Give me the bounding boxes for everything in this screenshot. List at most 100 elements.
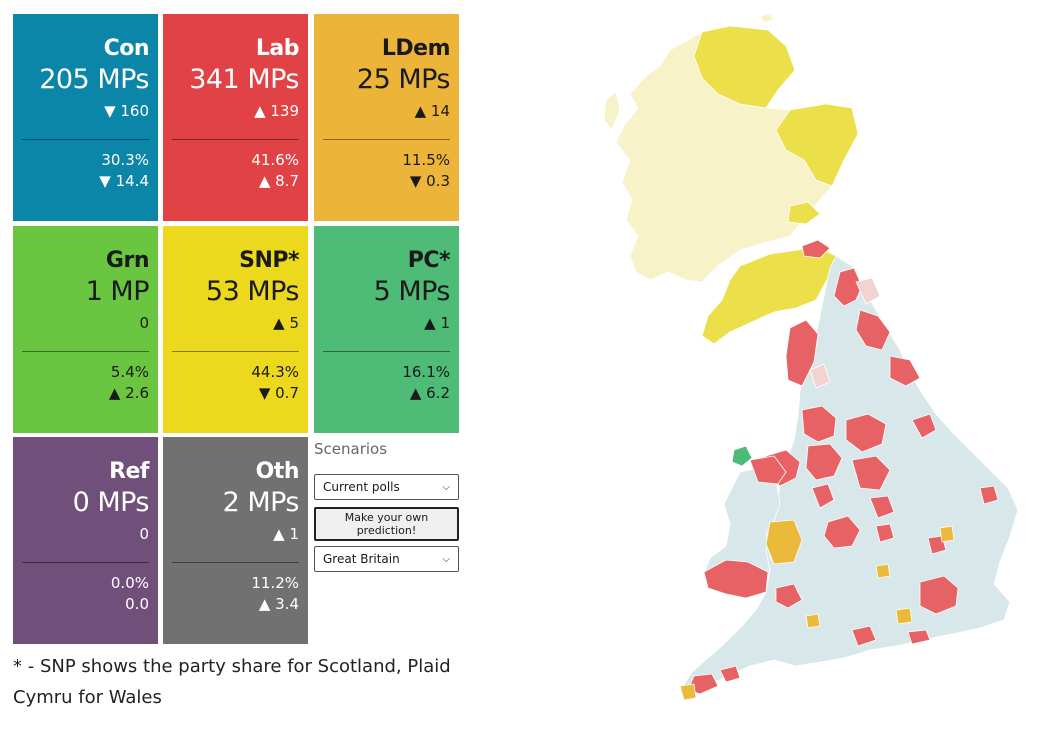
party-mps-change: ▲ 14 bbox=[414, 102, 450, 120]
map-region-cumbria-marginal[interactable] bbox=[809, 363, 831, 389]
map-region-cambs-ldem[interactable] bbox=[939, 525, 955, 543]
party-name: Oth bbox=[255, 459, 300, 484]
party-mps: 25 MPs bbox=[356, 64, 451, 95]
map-region-durham[interactable] bbox=[855, 309, 891, 351]
make-prediction-button[interactable]: Make your own prediction! bbox=[314, 507, 459, 541]
party-mps-change: ▲ 139 bbox=[254, 102, 299, 120]
map-region-anglesey-pc[interactable] bbox=[731, 445, 753, 467]
party-name: Lab bbox=[255, 36, 300, 61]
party-card-con: Con 205 MPs ▼ 160 30.3% ▼ 14.4 bbox=[13, 14, 158, 221]
divider bbox=[172, 562, 299, 563]
map-region-south-wales[interactable] bbox=[703, 559, 769, 599]
party-share: 5.4% bbox=[110, 363, 149, 381]
chevron-down-icon: ⌵ bbox=[442, 553, 450, 565]
map-region-cornwall-ldem[interactable] bbox=[679, 683, 697, 701]
map-region-aberdeenshire[interactable] bbox=[775, 103, 859, 187]
party-name: Con bbox=[103, 36, 150, 61]
map-region-teesside[interactable] bbox=[889, 355, 921, 387]
party-mps: 2 MPs bbox=[222, 487, 300, 518]
party-card-pc: PC* 5 MPs ▲ 1 16.1% ▲ 6.2 bbox=[314, 226, 459, 433]
map-region-mid-wales-ldem[interactable] bbox=[765, 519, 803, 565]
party-card-oth: Oth 2 MPs ▲ 1 11.2% ▲ 3.4 bbox=[163, 437, 308, 644]
divider bbox=[22, 351, 149, 352]
party-mps-change: ▲ 1 bbox=[273, 525, 299, 543]
party-mps-change: ▼ 160 bbox=[104, 102, 149, 120]
map-region-london[interactable] bbox=[919, 575, 959, 615]
region-select[interactable]: Great Britain ⌵ bbox=[314, 546, 459, 572]
party-mps: 0 MPs bbox=[72, 487, 150, 518]
party-share-change: ▲ 2.6 bbox=[108, 384, 149, 402]
divider bbox=[323, 351, 450, 352]
region-select-value: Great Britain bbox=[323, 552, 400, 566]
party-share: 16.1% bbox=[402, 363, 450, 381]
party-share: 44.3% bbox=[251, 363, 299, 381]
party-share: 0.0% bbox=[110, 574, 149, 592]
party-card-ldem: LDem 25 MPs ▲ 14 11.5% ▼ 0.3 bbox=[314, 14, 459, 221]
party-mps: 341 MPs bbox=[189, 64, 299, 95]
scenarios-title: Scenarios bbox=[314, 440, 388, 458]
party-name: Grn bbox=[105, 248, 150, 273]
party-card-ref: Ref 0 MPs 0 0.0% 0.0 bbox=[13, 437, 158, 644]
map-region-caithness[interactable] bbox=[693, 25, 796, 109]
divider bbox=[22, 139, 149, 140]
party-share-change: ▲ 8.7 bbox=[258, 172, 299, 190]
party-card-snp: SNP* 53 MPs ▲ 5 44.3% ▼ 0.7 bbox=[163, 226, 308, 433]
constituency-map[interactable] bbox=[590, 10, 1030, 710]
map-region-norwich[interactable] bbox=[979, 485, 999, 505]
scenario-select[interactable]: Current polls ⌵ bbox=[314, 474, 459, 500]
party-name: Ref bbox=[109, 459, 149, 484]
party-share: 11.2% bbox=[251, 574, 299, 592]
party-share-change: ▼ 14.4 bbox=[99, 172, 149, 190]
map-region-cumbria-west[interactable] bbox=[785, 319, 819, 387]
map-region-southampton[interactable] bbox=[851, 625, 877, 647]
party-mps: 1 MP bbox=[85, 276, 150, 307]
divider bbox=[22, 562, 149, 563]
party-name: PC* bbox=[407, 248, 451, 273]
map-region-somerset-ldem[interactable] bbox=[805, 613, 821, 629]
party-mps-change: ▲ 1 bbox=[424, 314, 450, 332]
map-region-plymouth[interactable] bbox=[719, 665, 741, 683]
party-mps-change: 0 bbox=[139, 314, 149, 332]
map-region-fife[interactable] bbox=[787, 201, 821, 225]
map-region-northumberland-marginal[interactable] bbox=[855, 277, 881, 305]
party-share: 30.3% bbox=[101, 151, 149, 169]
party-mps-change: 0 bbox=[139, 525, 149, 543]
party-card-lab: Lab 341 MPs ▲ 139 41.6% ▲ 8.7 bbox=[163, 14, 308, 221]
divider bbox=[172, 139, 299, 140]
map-region-hull[interactable] bbox=[911, 413, 937, 439]
map-region-orkney[interactable] bbox=[759, 13, 775, 23]
map-region-western-isles[interactable] bbox=[603, 91, 621, 131]
map-region-leicester[interactable] bbox=[875, 523, 895, 543]
map-region-brighton[interactable] bbox=[907, 629, 931, 645]
party-mps: 205 MPs bbox=[39, 64, 149, 95]
party-share-change: ▼ 0.3 bbox=[409, 172, 450, 190]
map-region-stoke[interactable] bbox=[811, 483, 835, 509]
party-mps: 5 MPs bbox=[373, 276, 451, 307]
party-share: 11.5% bbox=[402, 151, 450, 169]
map-region-south-yorkshire[interactable] bbox=[851, 455, 891, 491]
footnote: * - SNP shows the party share for Scotla… bbox=[13, 656, 451, 708]
map-region-tyneside[interactable] bbox=[833, 267, 863, 307]
party-share-change: ▲ 6.2 bbox=[409, 384, 450, 402]
party-share-change: ▲ 3.4 bbox=[258, 595, 299, 613]
party-card-grn: Grn 1 MP 0 5.4% ▲ 2.6 bbox=[13, 226, 158, 433]
party-mps-change: ▲ 5 bbox=[273, 314, 299, 332]
party-name: LDem bbox=[381, 36, 451, 61]
map-region-bristol[interactable] bbox=[775, 583, 803, 609]
map-region-north-wales[interactable] bbox=[749, 455, 787, 485]
map-region-surrey-ldem[interactable] bbox=[895, 607, 913, 625]
chevron-down-icon: ⌵ bbox=[442, 481, 450, 493]
map-region-birmingham[interactable] bbox=[823, 515, 861, 549]
party-mps: 53 MPs bbox=[205, 276, 300, 307]
scenario-select-value: Current polls bbox=[323, 480, 400, 494]
divider bbox=[323, 139, 450, 140]
party-name: SNP* bbox=[239, 248, 299, 273]
map-region-manchester[interactable] bbox=[805, 443, 843, 481]
map-region-lancashire[interactable] bbox=[801, 405, 837, 443]
map-region-nottingham[interactable] bbox=[869, 495, 895, 519]
party-share: 41.6% bbox=[251, 151, 299, 169]
map-region-oxfordshire-ldem[interactable] bbox=[875, 563, 891, 579]
party-share-change: ▼ 0.7 bbox=[258, 384, 299, 402]
map-region-west-yorkshire[interactable] bbox=[845, 413, 887, 453]
map-region-lothian[interactable] bbox=[801, 239, 831, 259]
